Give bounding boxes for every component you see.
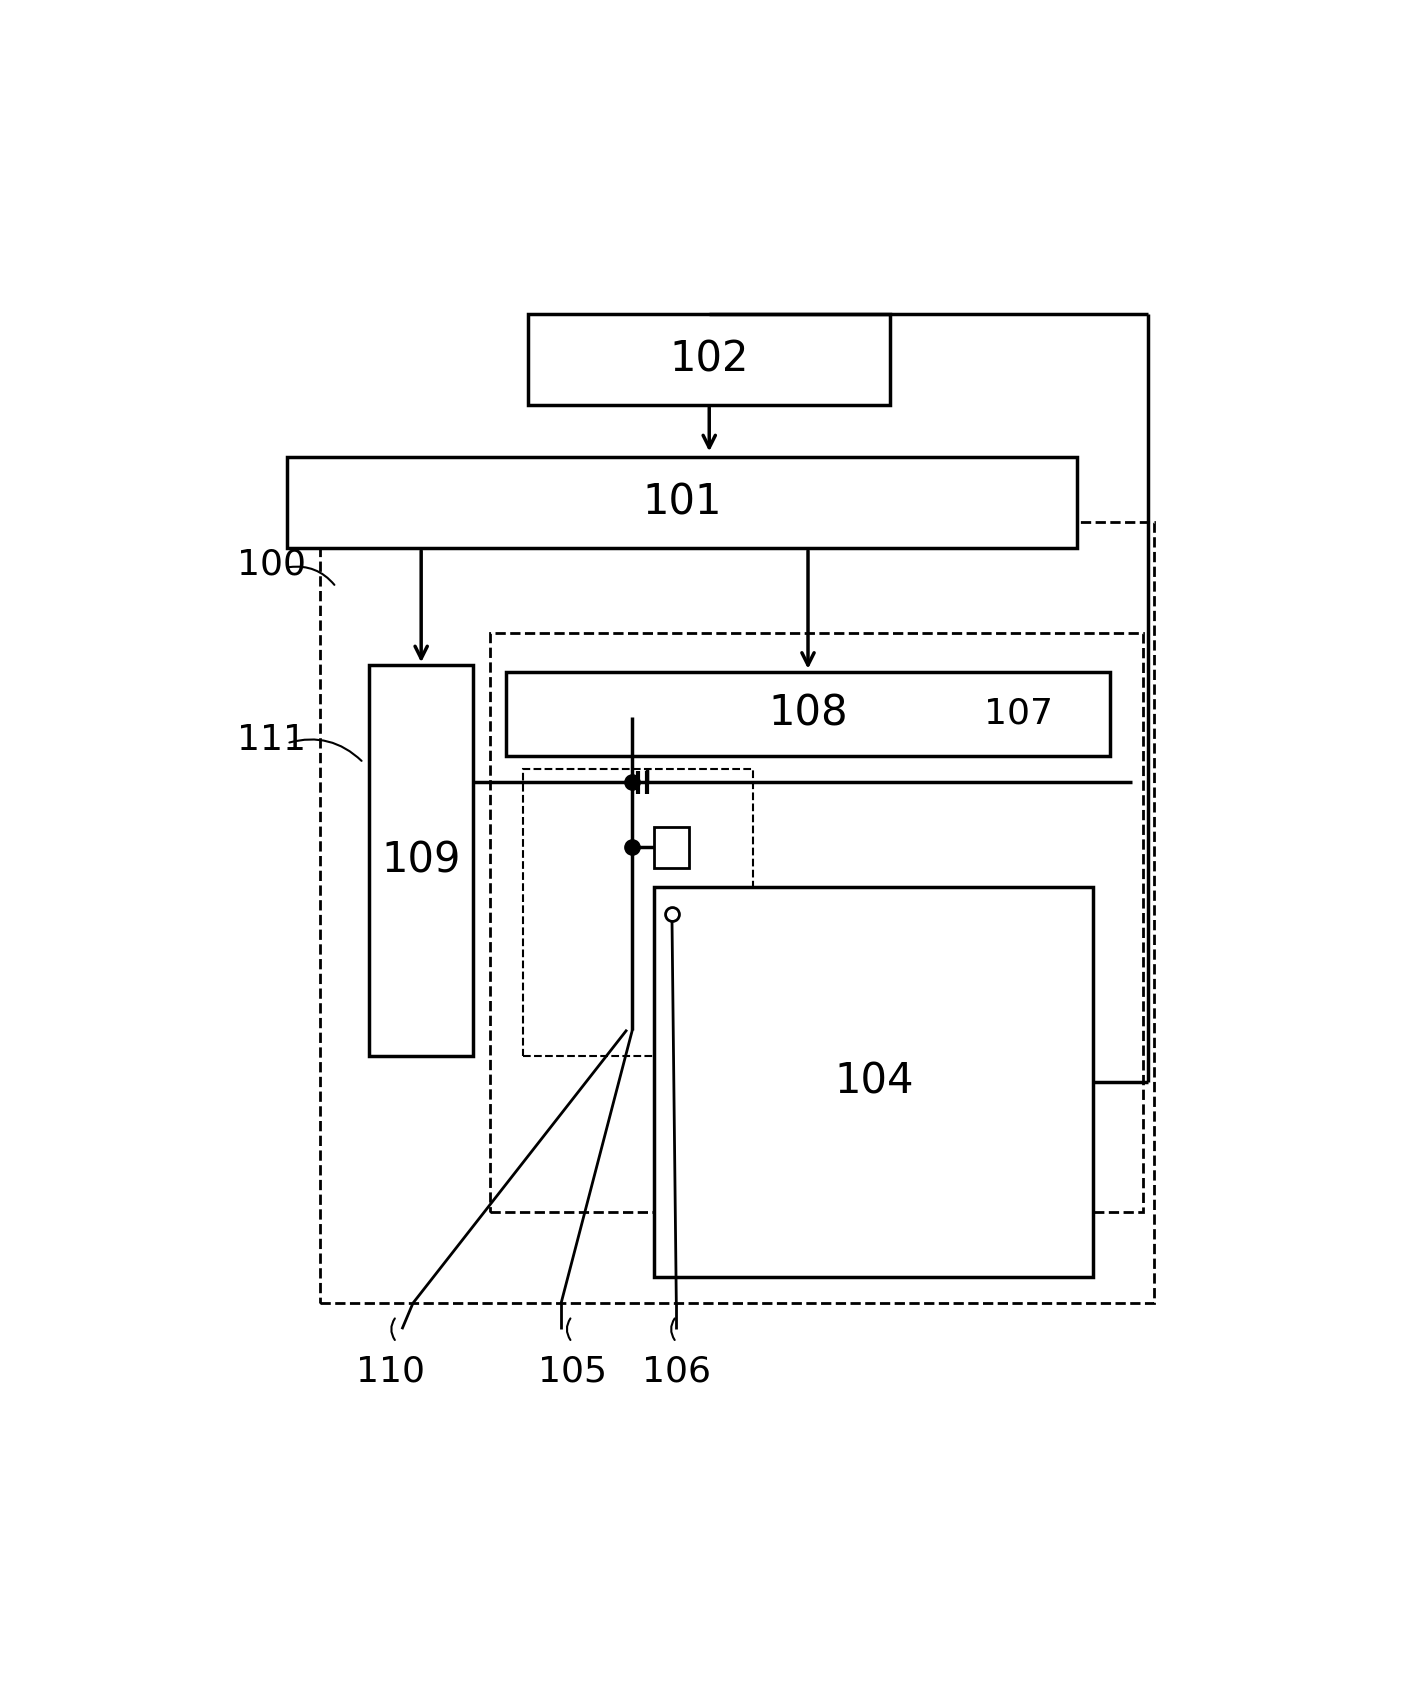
Bar [370,665,473,1055]
Text: 101: 101 [641,482,722,524]
Text: 109: 109 [381,839,460,881]
Bar [286,457,1076,548]
Bar [490,632,1143,1212]
Text: 107: 107 [984,697,1052,731]
Bar [507,671,1110,756]
Bar [528,313,891,404]
Bar [523,769,753,1055]
Bar [654,886,1093,1277]
Text: 105: 105 [538,1354,606,1388]
Text: 104: 104 [834,1060,913,1103]
Text: 111: 111 [238,722,306,758]
Text: 108: 108 [769,693,848,736]
Text: 110: 110 [357,1354,425,1388]
Bar [654,827,690,867]
Bar [320,523,1154,1304]
Text: 102: 102 [670,338,749,380]
Text: 100: 100 [238,546,306,582]
Text: 106: 106 [641,1354,711,1388]
